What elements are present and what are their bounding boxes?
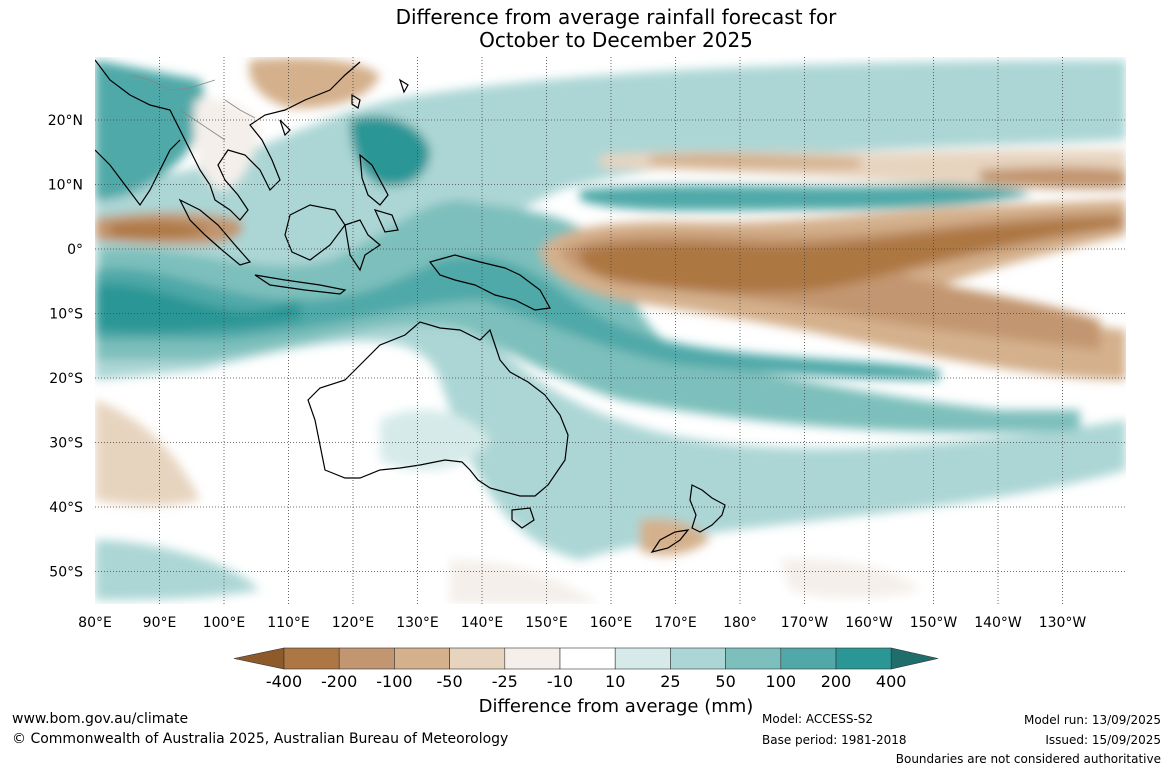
website-link[interactable]: www.bom.gov.au/climate — [12, 711, 189, 727]
colorbar-swatch — [449, 647, 506, 670]
colorbar-swatch — [780, 647, 837, 670]
colorbar-swatch — [338, 647, 395, 670]
colorbar-swatch — [835, 647, 892, 670]
colorbar-tick-label: -100 — [376, 672, 412, 691]
colorbar-tick-label: -200 — [321, 672, 357, 691]
colorbar-tick-label: 50 — [715, 672, 735, 691]
colorbar-swatch — [559, 647, 616, 670]
longitude-label: 170°W — [781, 615, 829, 631]
model-run-text: Model run: 13/09/2025 — [1023, 713, 1161, 727]
longitude-label: 110°E — [267, 615, 310, 631]
colorbar-tick-label: 10 — [605, 672, 625, 691]
model-text: Model: ACCESS-S2 — [762, 712, 874, 726]
issued-text: Issued: 15/09/2025 — [1045, 733, 1161, 747]
latitude-label: 20°N — [48, 113, 83, 129]
colorbar-swatch — [670, 647, 726, 670]
longitude-label: 170°E — [654, 615, 697, 631]
colorbar-min-arrow — [233, 647, 285, 670]
colorbar-tick-label: 400 — [876, 672, 907, 691]
rainfall-anomaly-field — [95, 57, 1126, 604]
longitude-label: 120°E — [332, 615, 375, 631]
map-title-line1: Difference from average rainfall forecas… — [395, 5, 837, 29]
longitude-label: 130°E — [396, 615, 439, 631]
disclaimer-text: Boundaries are not considered authoritat… — [895, 752, 1161, 766]
latitude-label: 30°S — [49, 436, 83, 452]
latitude-label: 40°S — [49, 500, 83, 516]
longitude-labels: 80°E 90°E 100°E 110°E 120°E 130°E 140°E 150°E 16… — [78, 615, 1086, 631]
longitude-label: 160°E — [590, 615, 633, 631]
country-borders — [129, 74, 256, 141]
coastlines — [95, 59, 726, 553]
longitude-label: 140°W — [974, 615, 1022, 631]
longitude-label: 150°W — [910, 615, 958, 631]
longitude-label: 180° — [723, 615, 757, 631]
graticule — [95, 57, 1126, 604]
colorbar-swatch — [394, 647, 450, 670]
latitude-label: 50°S — [49, 565, 83, 581]
longitude-label: 150°E — [525, 615, 568, 631]
longitude-label: 100°E — [203, 615, 246, 631]
colorbar-tick-label: 25 — [660, 672, 680, 691]
copyright-text: © Commonwealth of Australia 2025, Austra… — [12, 731, 509, 747]
longitude-label: 140°E — [461, 615, 504, 631]
longitude-label: 80°E — [78, 615, 112, 631]
colorbar-swatch — [504, 647, 561, 670]
longitude-label: 130°W — [1039, 615, 1087, 631]
latitude-label: 10°S — [49, 307, 83, 323]
colorbar-axis-label: Difference from average (mm) — [478, 696, 754, 717]
colorbar-tick-label: -50 — [437, 672, 463, 691]
longitude-label: 90°E — [143, 615, 177, 631]
colorbar-swatch — [725, 647, 782, 670]
colorbar-labels: -400 -200 -100 -50 -25 -10 10 25 50 100 200 400 — [266, 672, 907, 691]
colorbar-tick-label: -10 — [547, 672, 573, 691]
latitude-labels: 20°N 10°N 0° 10°S 20°S 30°S 40°S 50°S — [48, 113, 83, 581]
colorbar-swatch — [614, 647, 671, 670]
colorbar-max-arrow — [890, 647, 939, 670]
colorbar-tick-label: -25 — [492, 672, 518, 691]
latitude-label: 10°N — [48, 178, 83, 194]
colorbar — [233, 647, 939, 670]
base-period-text: Base period: 1981-2018 — [762, 733, 907, 747]
colorbar-swatch — [283, 647, 340, 670]
map-title-line2: October to December 2025 — [479, 28, 753, 52]
colorbar-tick-label: 100 — [766, 672, 797, 691]
colorbar-tick-label: -400 — [266, 672, 302, 691]
colorbar-tick-label: 200 — [821, 672, 852, 691]
latitude-label: 0° — [67, 242, 83, 258]
latitude-label: 20°S — [49, 371, 83, 387]
longitude-label: 160°W — [845, 615, 893, 631]
